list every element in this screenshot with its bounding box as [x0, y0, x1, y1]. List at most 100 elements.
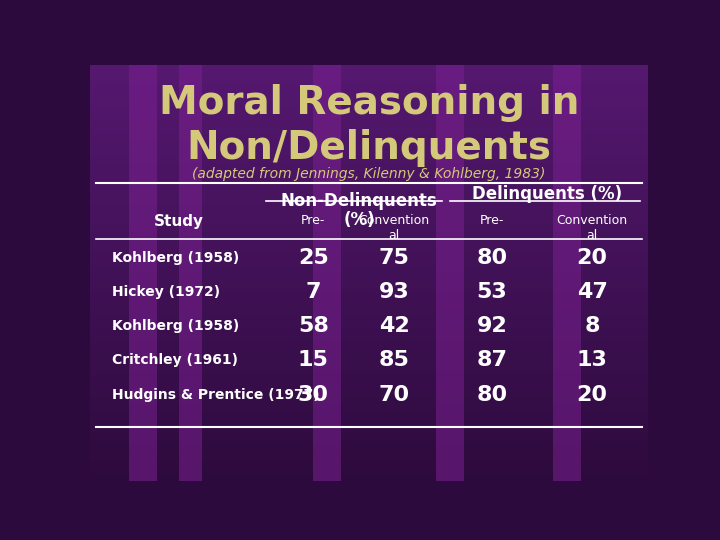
Bar	[90, 370, 648, 377]
Bar	[90, 141, 648, 148]
Bar	[90, 217, 648, 224]
Bar	[179, 65, 202, 481]
Text: Kohlberg (1958): Kohlberg (1958)	[112, 319, 240, 333]
Bar	[90, 92, 648, 99]
Bar	[90, 183, 648, 190]
Bar	[90, 134, 648, 141]
Bar	[90, 356, 648, 363]
Text: 53: 53	[477, 282, 507, 302]
Bar	[90, 190, 648, 197]
Bar	[90, 349, 648, 356]
Bar	[90, 383, 648, 390]
Text: 80: 80	[476, 248, 508, 268]
Bar	[90, 328, 648, 335]
Bar	[90, 321, 648, 328]
Bar	[90, 294, 648, 300]
Bar	[90, 377, 648, 383]
Bar	[90, 307, 648, 314]
Text: 87: 87	[476, 350, 508, 370]
Bar	[90, 314, 648, 321]
Bar	[90, 425, 648, 432]
Bar	[90, 432, 648, 439]
Bar	[90, 85, 648, 92]
Bar	[90, 439, 648, 446]
Bar	[90, 224, 648, 231]
Text: Critchley (1961): Critchley (1961)	[112, 354, 238, 367]
Bar	[90, 446, 648, 453]
Bar	[90, 287, 648, 294]
Bar	[90, 252, 648, 259]
Text: 47: 47	[577, 282, 608, 302]
Text: (adapted from Jennings, Kilenny & Kohlberg, 1983): (adapted from Jennings, Kilenny & Kohlbe…	[192, 167, 546, 181]
Bar	[90, 259, 648, 266]
Text: Kohlberg (1958): Kohlberg (1958)	[112, 251, 240, 265]
Text: 75: 75	[379, 248, 410, 268]
Bar	[90, 300, 648, 307]
Text: Moral Reasoning in: Moral Reasoning in	[159, 84, 579, 122]
Bar	[90, 127, 648, 134]
Text: 93: 93	[379, 282, 410, 302]
Bar	[90, 273, 648, 280]
Bar	[90, 72, 648, 79]
Bar	[90, 335, 648, 342]
Text: 92: 92	[477, 316, 507, 336]
Bar	[90, 169, 648, 176]
Text: 15: 15	[298, 350, 328, 370]
Bar	[90, 363, 648, 370]
Bar	[90, 411, 648, 418]
Bar	[90, 211, 648, 217]
Bar	[90, 79, 648, 85]
Text: 85: 85	[379, 350, 410, 370]
Bar	[90, 342, 648, 349]
Bar	[90, 204, 648, 210]
Bar	[90, 106, 648, 113]
Bar	[90, 120, 648, 127]
Bar	[313, 65, 341, 481]
Text: Study: Study	[154, 214, 204, 230]
Text: 42: 42	[379, 316, 410, 336]
Text: 20: 20	[577, 248, 608, 268]
Text: 8: 8	[585, 316, 600, 336]
Text: Delinquents (%): Delinquents (%)	[472, 185, 623, 204]
Bar	[90, 418, 648, 425]
Text: 13: 13	[577, 350, 608, 370]
Bar	[90, 266, 648, 273]
Text: Non-Delinquents
(%): Non-Delinquents (%)	[281, 192, 438, 229]
Bar	[90, 460, 648, 467]
Bar	[90, 453, 648, 460]
Bar	[90, 397, 648, 404]
Bar	[90, 390, 648, 397]
Bar	[90, 467, 648, 474]
Text: 80: 80	[476, 384, 508, 404]
Text: 25: 25	[298, 248, 328, 268]
Bar	[436, 65, 464, 481]
Text: Convention
al: Convention al	[557, 214, 628, 242]
Text: Non/Delinquents: Non/Delinquents	[186, 129, 552, 167]
Text: Pre-: Pre-	[480, 214, 504, 227]
Bar	[90, 99, 648, 106]
Text: 70: 70	[379, 384, 410, 404]
Bar	[90, 65, 648, 72]
Bar	[90, 474, 648, 481]
Bar	[90, 231, 648, 238]
Bar	[553, 65, 581, 481]
Text: Convention
al: Convention al	[359, 214, 430, 242]
Text: Pre-: Pre-	[301, 214, 325, 227]
Bar	[129, 65, 157, 481]
Bar	[90, 176, 648, 183]
Text: Hudgins & Prentice (1977): Hudgins & Prentice (1977)	[112, 388, 320, 402]
Text: 30: 30	[297, 384, 329, 404]
Bar	[90, 155, 648, 162]
Bar	[90, 238, 648, 245]
Bar	[90, 404, 648, 411]
Bar	[90, 245, 648, 252]
Text: 20: 20	[577, 384, 608, 404]
Bar	[90, 197, 648, 204]
Bar	[90, 280, 648, 287]
Text: 7: 7	[305, 282, 321, 302]
Bar	[90, 148, 648, 155]
Bar	[90, 162, 648, 168]
Text: Hickey (1972): Hickey (1972)	[112, 285, 220, 299]
Text: 58: 58	[298, 316, 328, 336]
Bar	[90, 113, 648, 120]
